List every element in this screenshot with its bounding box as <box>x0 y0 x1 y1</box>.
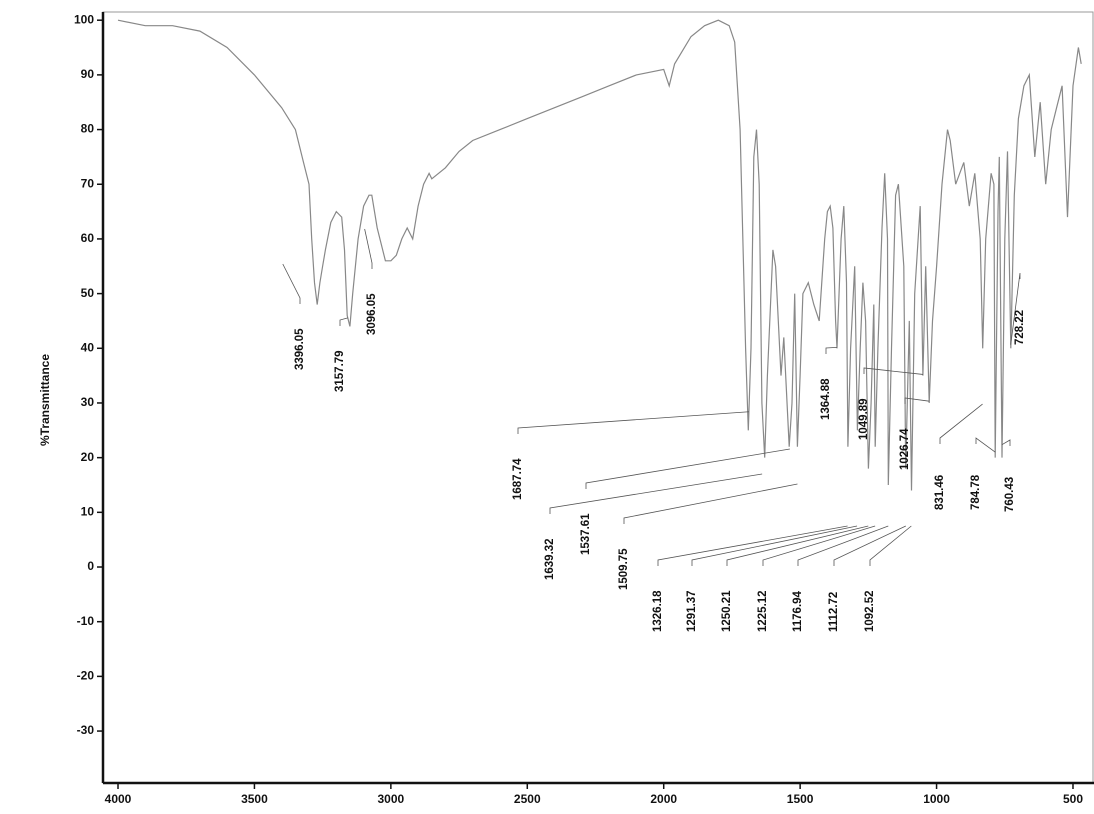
peak-label: 1639.32 <box>544 538 556 580</box>
y-tick-label: -30 <box>77 723 95 737</box>
y-tick-label: 30 <box>81 395 95 409</box>
x-tick-label: 1500 <box>787 792 814 806</box>
peak-leader <box>657 525 848 566</box>
peak-leader <box>975 437 996 453</box>
y-tick-label: 90 <box>81 67 95 81</box>
peak-label: 1225.12 <box>757 590 769 632</box>
peak-label: 831.46 <box>934 475 946 510</box>
peak-label: 728.22 <box>1014 310 1026 345</box>
peak-label: 1092.52 <box>864 590 876 632</box>
peak-label: 1364.88 <box>820 378 832 420</box>
y-tick-label: 100 <box>74 12 94 26</box>
peak-leader <box>623 483 798 524</box>
y-tick-label: 0 <box>87 559 94 573</box>
peak-leader <box>364 228 373 269</box>
peak-leader <box>517 411 749 434</box>
peak-label: 784.78 <box>970 474 982 510</box>
peak-label: 1687.74 <box>512 458 524 500</box>
y-axis-title: %Transmittance <box>38 354 52 446</box>
peak-leader <box>1001 439 1011 446</box>
spectrum-line <box>117 19 1082 491</box>
peak-label: 1509.75 <box>618 548 630 590</box>
peak-leader <box>939 403 983 444</box>
peak-leader <box>904 397 930 404</box>
peak-label: 1326.18 <box>652 590 664 632</box>
peak-leader <box>549 473 763 514</box>
x-tick-label: 2500 <box>514 792 541 806</box>
peak-leader <box>1010 272 1021 345</box>
y-tick-label: 70 <box>81 176 95 190</box>
peak-leader <box>585 448 790 489</box>
x-tick-label: 500 <box>1063 792 1083 806</box>
peak-label: 3096.05 <box>366 293 378 335</box>
x-tick-label: 3500 <box>241 792 268 806</box>
y-tick-label: 60 <box>81 231 95 245</box>
peak-leader <box>869 525 912 566</box>
peak-leader <box>833 525 906 566</box>
peak-leader <box>339 317 348 326</box>
peak-label: 1250.21 <box>721 590 733 632</box>
peak-label: 3396.05 <box>294 328 306 370</box>
y-tick-label: 80 <box>81 122 95 136</box>
peak-label: 1291.37 <box>686 590 698 632</box>
x-tick-label: 1000 <box>923 792 950 806</box>
peak-label: 760.43 <box>1004 477 1016 512</box>
y-tick-label: 20 <box>81 450 95 464</box>
peak-leader <box>863 367 923 375</box>
peak-label: 1026.74 <box>899 428 911 470</box>
x-tick-label: 3000 <box>378 792 405 806</box>
y-tick-label: 40 <box>81 340 95 354</box>
peak-leader <box>726 525 869 566</box>
peak-leader <box>797 525 889 566</box>
y-tick-label: 10 <box>81 505 95 519</box>
peak-label: 3157.79 <box>334 350 346 392</box>
peak-leader <box>762 525 876 566</box>
peak-label: 1176.94 <box>792 590 804 632</box>
peak-label: 1112.72 <box>828 592 840 632</box>
x-tick-label: 2000 <box>650 792 677 806</box>
peak-label: 1049.89 <box>858 398 870 440</box>
y-tick-label: -20 <box>77 669 95 683</box>
y-tick-label: 50 <box>81 286 95 300</box>
x-tick-label: 4000 <box>105 792 132 806</box>
peak-label: 1537.61 <box>580 513 592 555</box>
plot-frame <box>102 11 1094 784</box>
peak-leader <box>282 263 301 304</box>
y-tick-label: -10 <box>77 614 95 628</box>
peak-leader <box>825 347 838 354</box>
peak-leader <box>691 525 858 566</box>
